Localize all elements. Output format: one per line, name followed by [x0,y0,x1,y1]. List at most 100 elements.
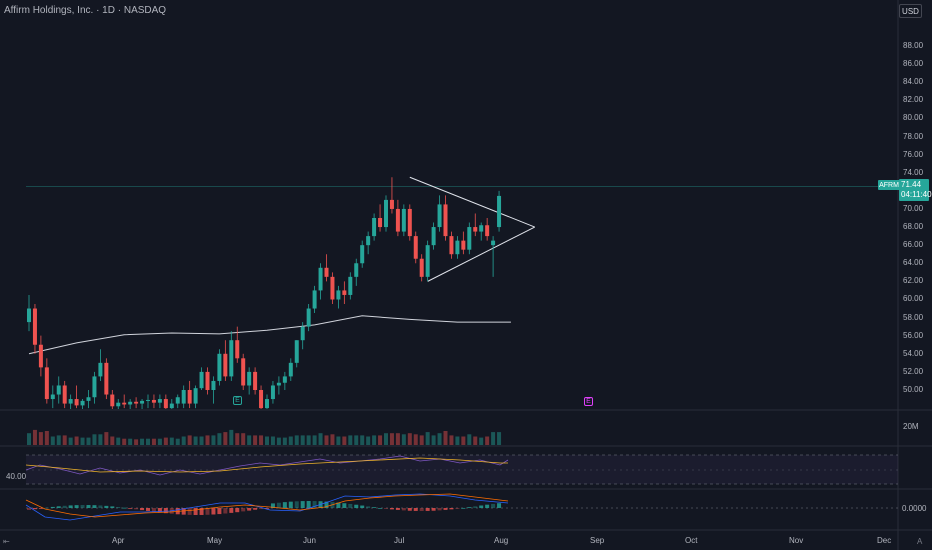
triangle-lower-line[interactable] [427,226,535,282]
candle-body [253,371,258,390]
candle-body [378,218,383,228]
volume-bar [425,432,430,445]
macd-bar [354,504,359,508]
macd-bar [205,508,210,515]
candle-body [437,204,442,228]
volume-bar [229,429,234,445]
macd-bar [92,505,97,508]
candle-body [44,367,49,400]
price-axis-label: 62.00 [903,276,924,286]
macd-bar [395,508,400,510]
last-price-label: 71.44 04:11:40 [899,179,932,201]
candle-body [217,353,222,381]
volume-bar [336,436,341,445]
macd-bar [366,506,371,508]
currency-button[interactable]: USD [899,4,922,18]
volume-bar [92,434,97,445]
earnings-marker[interactable]: E [233,396,242,405]
time-axis-label: May [207,536,223,545]
volume-bar [163,437,168,445]
volume-bar [146,438,150,445]
macd-bar [461,507,466,509]
goto-realtime-icon[interactable]: ⇤ [3,537,10,546]
macd-bar [110,506,115,508]
macd-bar [479,505,484,508]
volume-bar [259,435,264,445]
volume-bar [193,436,198,445]
symbol-title[interactable]: Affirm Holdings, Inc. · 1D · NASDAQ [4,5,167,16]
candle-body [491,240,496,246]
time-axis-label: Jul [394,536,405,545]
macd-line [25,493,509,521]
macd-bar [157,508,162,513]
macd-bar [473,506,478,508]
volume-bar [86,437,91,445]
candle-body [157,399,162,403]
upcoming-earnings-marker[interactable]: E [584,397,593,406]
price-axis-label: 78.00 [903,131,924,141]
volume-bar [62,435,67,445]
volume-bar [270,436,275,445]
macd-bar [104,505,109,508]
symbol-price-tag: AFRM [878,180,900,190]
volume-bar [276,437,281,445]
macd-bar [50,506,55,508]
candle-body [318,267,323,291]
candle-body [199,371,204,389]
volume-bar [122,438,127,445]
macd-bar [360,505,365,508]
volume-bar [395,433,400,445]
volume-bar [354,435,359,445]
macd-bar [378,507,383,509]
candle-body [425,245,430,277]
macd-bar [389,508,394,510]
auto-scale-icon[interactable]: A [917,537,923,546]
macd-bar [74,505,79,508]
macd-bar [116,507,121,508]
triangle-upper-line[interactable] [409,176,535,228]
price-axis-label: 50.00 [903,385,924,394]
macd-bar [229,508,234,513]
volume-bar [449,435,454,445]
volume-bar [98,434,103,445]
price-axis-label: 82.00 [903,95,924,105]
macd-bar [217,508,222,515]
macd-bar [199,508,204,515]
volume-bar [253,435,258,445]
candle-body [235,340,240,359]
volume-bar [140,438,145,445]
macd-bar [443,508,448,510]
volume-bar [247,435,252,445]
macd-bar [241,508,246,512]
candle-body [259,390,264,409]
price-axis-label: 84.00 [903,77,924,87]
candle-body [354,263,359,277]
rsi-level-label: 40.00 [6,472,27,481]
macd-bar [348,503,353,508]
volume-bar [330,434,335,445]
volume-bar [342,436,347,445]
volume-bar [491,432,496,445]
volume-bar [360,435,365,445]
macd-bar [32,508,37,510]
candle-body [288,362,293,377]
price-axis-label: 60.00 [903,294,924,304]
candle-body [431,227,436,246]
price-axis-label: 68.00 [903,222,924,232]
volume-bar [68,437,73,445]
candle-body [270,385,275,400]
candle-body [300,326,305,341]
candle-body [312,290,317,309]
candle-body [360,245,365,264]
time-axis-label: Dec [877,536,892,545]
macd-bar [27,508,31,510]
candle-body [80,400,85,406]
macd-bar [419,508,424,511]
price-axis-label: 70.00 [903,203,924,213]
symmetrical-triangle-drawing [409,176,535,282]
volume-bar [38,432,43,445]
time-axis-label: Sep [590,536,605,545]
candle-body [193,388,198,404]
volume-bar [187,435,192,445]
